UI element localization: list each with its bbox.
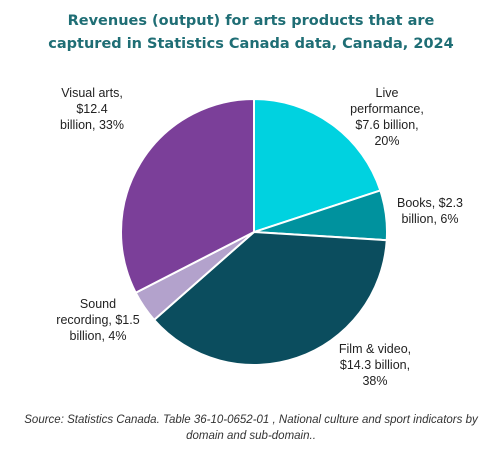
slice-label-line: billion, 33% [60, 118, 124, 132]
slice-label-line: Film & video, [339, 342, 411, 356]
slice-label-line: 38% [362, 374, 387, 388]
chart-title-line-2: captured in Statistics Canada data, Cana… [48, 36, 454, 52]
slice-label-line: performance, [350, 102, 424, 116]
slice-label-live-performance: Live performance, $7.6 billion, 20% [350, 86, 424, 148]
pie-slice-visual-arts [120, 97, 255, 295]
pie-slice-live-performance [253, 97, 382, 234]
slice-label-line: $7.6 billion, [355, 118, 418, 132]
source-line-1: Source: Statistics Canada. Table 36-10-0… [24, 414, 478, 426]
slice-label-visual-arts: Visual arts, $12.4 billion, 33% [60, 86, 124, 132]
source-note: Source: Statistics Canada. Table 36-10-0… [0, 412, 502, 444]
slice-label-sound-recording: Sound recording, $1.5 billion, 4% [56, 297, 139, 343]
slice-label-line: Live [376, 86, 399, 100]
slice-label-film-video: Film & video, $14.3 billion, 38% [339, 342, 411, 388]
slice-label-line: Visual arts, [61, 86, 123, 100]
slice-label-line: billion, 6% [402, 212, 459, 226]
slice-label-line: Books, $2.3 [397, 196, 463, 210]
chart-title-line-1: Revenues (output) for arts products that… [67, 13, 435, 29]
slice-label-line: $12.4 [76, 102, 107, 116]
slice-label-line: billion, 4% [70, 329, 127, 343]
slice-label-line: recording, $1.5 [56, 313, 139, 327]
slice-label-line: Sound [80, 297, 116, 311]
slice-label-books: Books, $2.3 billion, 6% [397, 196, 463, 226]
slice-label-line: 20% [374, 134, 399, 148]
source-line-2: domain and sub-domain.. [186, 430, 316, 442]
pie-slice-film-video [152, 230, 388, 367]
chart-title: Revenues (output) for arts products that… [0, 10, 502, 56]
slice-label-line: $14.3 billion, [340, 358, 410, 372]
